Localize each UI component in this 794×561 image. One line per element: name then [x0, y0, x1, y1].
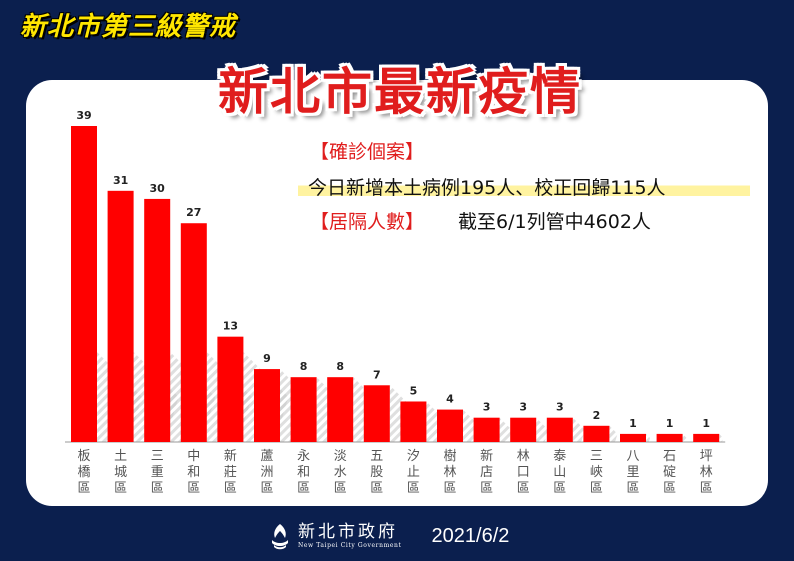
text-highlight [298, 174, 750, 200]
bar-shadow [646, 433, 651, 442]
cases-text: 今日新增本土病例195人、校正回歸115人 [308, 177, 666, 199]
bar-五股區 [363, 385, 390, 442]
bar-林口區 [510, 417, 537, 442]
value-label: 13 [223, 320, 238, 333]
bar-shadow [536, 417, 549, 442]
cases-label: 【確診個案】 [310, 141, 425, 163]
bar-板橋區 [71, 126, 97, 442]
bar-shadow [499, 417, 512, 442]
value-label: 2 [593, 409, 601, 422]
category-label: 板橋區 [77, 449, 90, 496]
value-label: 39 [76, 109, 91, 122]
bar-石碇區 [656, 433, 683, 442]
page-title: 新北市最新疫情 [218, 63, 582, 121]
quarantine-label: 【居隔人數】 [310, 211, 425, 233]
logo-english-name: New Taipei City Government [298, 542, 402, 549]
footer: 新北市政府 New Taipei City Government 2021/6/… [268, 518, 509, 554]
bar-八里區 [620, 433, 646, 442]
category-label: 中和區 [187, 449, 200, 496]
bar-淡水區 [327, 377, 354, 442]
bar-shadow [609, 425, 618, 442]
value-label: 8 [300, 360, 308, 373]
value-label: 1 [629, 417, 637, 430]
government-logo-icon [268, 522, 292, 550]
category-label: 永和區 [297, 449, 310, 496]
bar-樹林區 [437, 409, 463, 442]
bar-土城區 [107, 190, 134, 442]
bar-新莊區 [217, 336, 244, 442]
value-label: 1 [702, 417, 710, 430]
bar-三峽區 [583, 425, 610, 442]
value-label: 4 [446, 393, 454, 406]
value-label: 8 [336, 360, 344, 373]
bar-中和區 [180, 223, 207, 442]
bar-shadow [572, 417, 585, 442]
category-label: 新莊區 [224, 448, 237, 496]
bar-永和區 [290, 377, 317, 442]
bar-蘆洲區 [254, 369, 280, 442]
bar-汐止區 [400, 401, 427, 442]
value-label: 3 [519, 401, 527, 414]
bar-三重區 [144, 198, 171, 442]
value-label: 5 [410, 384, 418, 397]
value-label: 27 [186, 206, 201, 219]
value-label: 30 [150, 182, 166, 195]
category-label: 八里區 [626, 449, 639, 496]
bar-shadow [719, 433, 724, 442]
alert-level-banner: 新北市第三級警戒 [20, 12, 237, 42]
value-label: 3 [483, 401, 491, 414]
value-label: 7 [373, 368, 381, 381]
category-label: 土城區 [114, 449, 127, 496]
category-label: 泰山區 [553, 449, 566, 496]
category-label: 汐止區 [407, 448, 420, 496]
category-label: 淡水區 [334, 449, 347, 496]
logo-chinese-name: 新北市政府 [298, 522, 398, 542]
bar-坪林區 [693, 433, 720, 442]
bar-泰山區 [546, 417, 573, 442]
category-label: 石碇區 [663, 449, 676, 496]
value-label: 31 [113, 174, 128, 187]
bar-新店區 [473, 417, 500, 442]
category-label: 五股區 [370, 449, 383, 496]
government-logo-text: 新北市政府 New Taipei City Government [298, 522, 402, 550]
category-label: 新店區 [480, 448, 493, 496]
category-label: 三重區 [151, 449, 164, 496]
category-label: 蘆洲區 [260, 449, 273, 496]
value-label: 9 [263, 352, 271, 365]
report-date: 2021/6/2 [431, 524, 510, 547]
value-label: 3 [556, 401, 564, 414]
category-label: 林口區 [517, 449, 530, 496]
value-label: 1 [666, 417, 674, 430]
bar-shadow [682, 433, 687, 442]
category-label: 樹林區 [443, 449, 456, 496]
quarantine-text: 截至6/1列管中4602人 [458, 211, 651, 233]
category-label: 坪林區 [700, 449, 713, 496]
category-label: 三峽區 [590, 449, 603, 496]
